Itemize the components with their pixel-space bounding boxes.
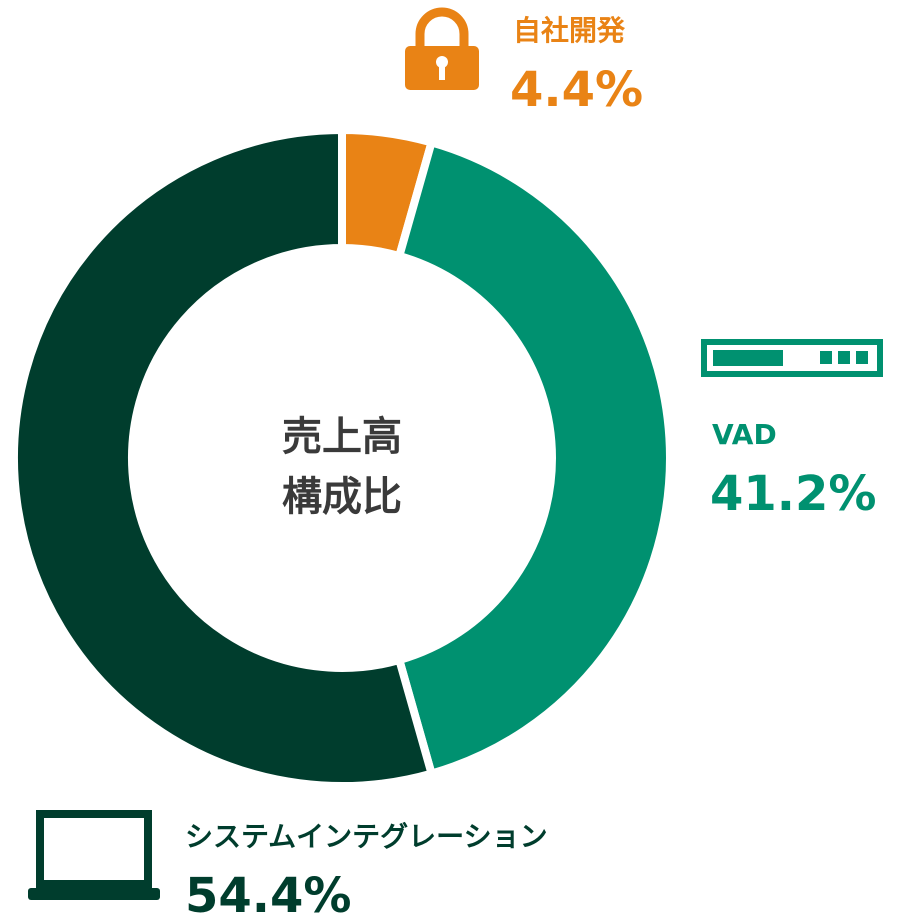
category-label: システムインテグレーション — [185, 820, 548, 853]
category-label: VAD — [712, 418, 777, 451]
value-label: 4.4% — [510, 62, 643, 118]
server-icon — [701, 339, 883, 377]
value-label: 41.2% — [710, 466, 877, 522]
center-text: 売上高 — [282, 414, 402, 460]
center-text: 構成比 — [282, 474, 402, 520]
lock-icon — [405, 7, 479, 90]
donut-slice — [10, 125, 437, 790]
category-label: 自社開発 — [513, 14, 626, 47]
laptop-icon — [28, 810, 160, 900]
donut-slice — [394, 137, 674, 779]
value-label: 54.4% — [185, 868, 352, 916]
